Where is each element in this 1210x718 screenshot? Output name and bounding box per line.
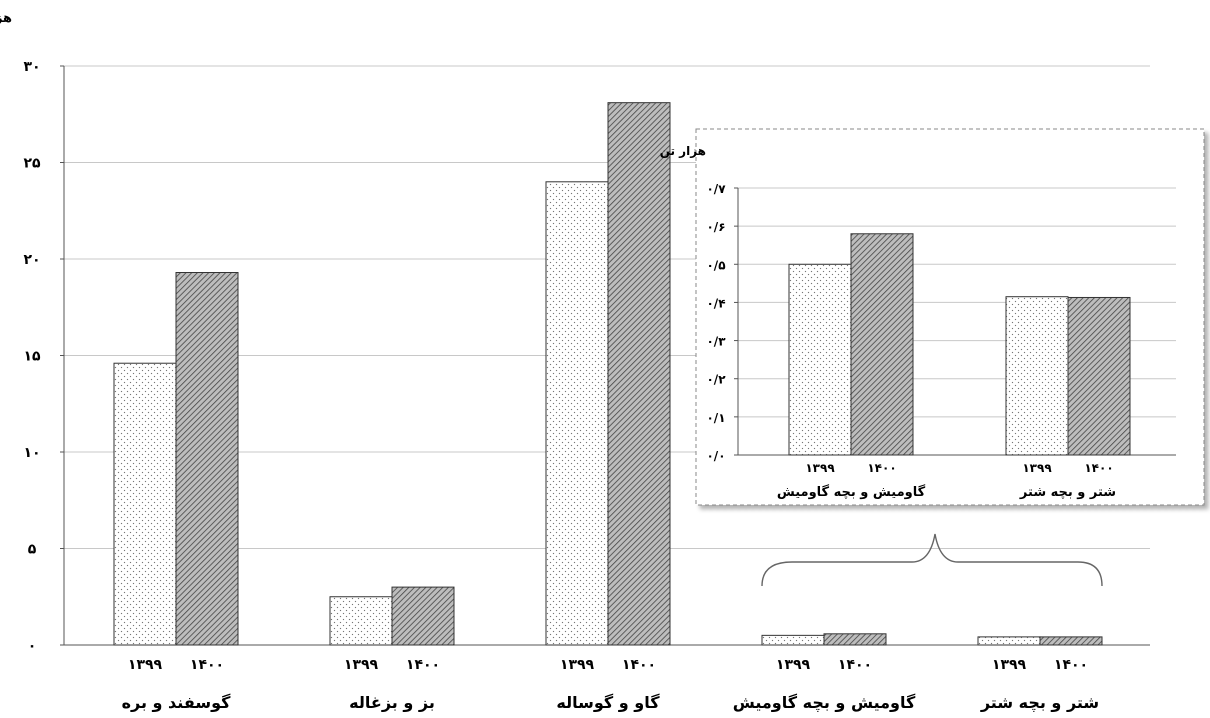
main-bar <box>761 634 825 646</box>
main-year-label: ۱۴۰۰ <box>406 657 440 673</box>
inset-y-tick-label: ۰/۶ <box>706 220 725 234</box>
main-category-label: گوسفند و بره <box>122 693 232 712</box>
main-category-label: گاومیش و بچه گاومیش <box>733 693 916 713</box>
main-bar <box>823 633 887 646</box>
inset-year-label: ۱۳۹۹ <box>1022 461 1052 475</box>
inset-unit-label: هزار تن <box>660 144 706 158</box>
inset-y-tick-label: ۰/۲ <box>706 373 726 387</box>
inset-y-tick-label: ۰/۴ <box>706 296 725 310</box>
main-bar <box>391 586 455 646</box>
main-y-tick-label: ۲۵ <box>23 156 41 172</box>
brace <box>761 533 1103 587</box>
main-y-tick-label: ۱۵ <box>23 349 41 365</box>
main-unit-label: هزار تن <box>0 11 12 26</box>
inset-y-tick-label: ۰/۵ <box>706 258 725 272</box>
main-year-label: ۱۳۹۹ <box>992 657 1027 673</box>
main-y-tick-label: ۱۰ <box>23 445 40 461</box>
main-year-label: ۱۳۹۹ <box>560 657 595 673</box>
main-bar <box>329 596 393 646</box>
main-category-label: شتر و بچه شتر <box>980 693 1099 713</box>
main-bars <box>113 102 1103 646</box>
main-bar <box>545 181 609 646</box>
main-y-tick-label: ۵ <box>28 542 37 558</box>
inset-bar <box>1005 296 1069 456</box>
inset-y-tick-label: ۰/۳ <box>706 335 726 349</box>
inset-y-tick-label: ۰/۷ <box>706 182 726 196</box>
inset-y-tick-label: ۰/۱ <box>706 411 725 425</box>
inset-category-label: شتر و بچه شتر <box>1019 485 1116 500</box>
main-year-label: ۱۳۹۹ <box>128 657 163 673</box>
inset-bar <box>788 263 852 456</box>
main-y-tick-label: ۳۰ <box>23 59 40 75</box>
main-bar <box>1039 636 1103 646</box>
main-year-label: ۱۴۰۰ <box>622 657 656 673</box>
main-category-label: گاو و گوساله <box>556 693 660 712</box>
inset-bar <box>1067 296 1131 456</box>
inset-panel: ۰/۰ ۰/۱ ۰/۲ ۰/۳ ۰/۴ ۰/۵ ۰/۶ ۰/۷ ۱۳۹۹ ۱۴۰۰ گاومیش … <box>660 128 1205 506</box>
inset-labels: ۱۳۹۹ ۱۴۰۰ گاومیش و بچه گاومیش ۱۳۹۹ ۱۴۰۰ شتر و… <box>777 461 1116 500</box>
inset-category-label: گاومیش و بچه گاومیش <box>777 484 926 500</box>
inset-y-tick-label: ۰/۰ <box>706 449 725 463</box>
inset-year-label: ۱۴۰۰ <box>867 461 896 475</box>
main-year-label: ۱۴۰۰ <box>838 657 872 673</box>
main-year-label: ۱۴۰۰ <box>1054 657 1088 673</box>
inset-year-label: ۱۳۹۹ <box>805 461 835 475</box>
inset-bar <box>850 233 914 456</box>
inset-bars <box>788 233 1131 456</box>
main-bar <box>175 272 239 646</box>
main-bar <box>113 362 177 646</box>
main-bar <box>607 102 671 646</box>
main-y-tick-label: ۲۰ <box>23 252 40 268</box>
main-y-tick-label: ۰ <box>28 638 37 654</box>
main-labels: ۱۳۹۹ ۱۴۰۰ گوسفند و بره ۱۳۹۹ ۱۴۰۰ بز و بزغاله ۱… <box>122 657 1100 713</box>
main-bar <box>977 636 1041 646</box>
main-category-label: بز و بزغاله <box>349 693 435 712</box>
main-year-label: ۱۴۰۰ <box>190 657 224 673</box>
inset-year-label: ۱۴۰۰ <box>1084 461 1113 475</box>
main-year-label: ۱۳۹۹ <box>776 657 811 673</box>
main-year-label: ۱۳۹۹ <box>344 657 379 673</box>
